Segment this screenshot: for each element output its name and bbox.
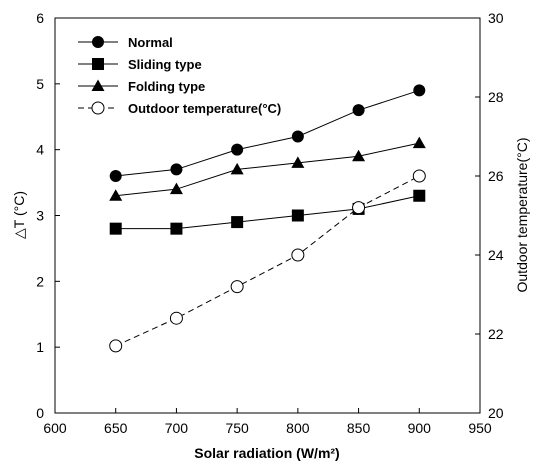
data-point-normal (109, 170, 122, 182)
data-point-normal (413, 84, 426, 97)
data-point-folding-type (291, 156, 305, 168)
ticks: 600 650 700 750 800 850 900 950 0 1 2 3 4 5 6 20 22 24 26 2… (36, 10, 504, 436)
data-point-folding-type (169, 182, 183, 195)
y-right-tick-label: 28 (488, 89, 504, 105)
y-left-tick-label: 6 (36, 10, 44, 26)
data-point-outdoor-temperature-c (291, 248, 305, 262)
data-point-sliding-type (413, 189, 426, 202)
x-tick-label: 650 (104, 420, 128, 436)
series-line-outdoor-temperature-c (115, 175, 420, 347)
data-point-outdoor-temperature-c (169, 311, 183, 325)
data-point-sliding-type (231, 216, 244, 229)
y-left-tick-label: 3 (36, 208, 44, 224)
x-tick-label: 700 (165, 420, 189, 436)
y-left-tick-label: 1 (36, 339, 44, 355)
data-point-sliding-type (109, 222, 122, 235)
x-tick-label: 750 (225, 420, 249, 436)
x-tick-label: 600 (43, 420, 67, 436)
x-tick-label: 900 (408, 420, 432, 436)
data-point-outdoor-temperature-c (109, 339, 123, 353)
legend-marker-sliding-type (92, 58, 104, 70)
legend-marker-normal (92, 36, 104, 48)
legend-label-normal: Normal (128, 35, 173, 50)
legend-label-sliding-type: Sliding type (128, 57, 202, 72)
y-right-tick-label: 24 (488, 247, 504, 263)
series-lines (115, 89, 420, 347)
data-point-normal (291, 130, 304, 143)
y-axis-right-title: Outdoor temperature(°C) (514, 138, 530, 293)
y-right-tick-label: 30 (488, 10, 504, 26)
data-point-outdoor-temperature-c (352, 201, 366, 215)
legend-label-outdoor-temperature-c: Outdoor temperature(°C) (128, 101, 281, 116)
series-line-folding-type (115, 142, 420, 197)
plot-frame (54, 17, 481, 414)
legend: Normal Sliding type Folding type Outdoor te… (78, 35, 281, 116)
series-line-sliding-type (115, 195, 420, 230)
y-left-tick-label: 2 (36, 273, 44, 289)
data-point-sliding-type (170, 222, 183, 235)
y-right-tick-label: 22 (488, 326, 504, 342)
x-tick-label: 800 (286, 420, 310, 436)
legend-marker-folding-type (91, 79, 105, 91)
x-axis-title: Solar radiation (W/m²) (194, 445, 339, 461)
markers (109, 84, 426, 353)
data-point-folding-type (109, 189, 123, 201)
series-line-normal (115, 89, 420, 177)
data-point-folding-type (412, 136, 426, 149)
y-right-tick-label: 26 (488, 168, 504, 184)
legend-label-folding-type: Folding type (128, 79, 205, 94)
data-point-outdoor-temperature-c (230, 280, 244, 294)
data-point-normal (352, 104, 365, 117)
data-point-sliding-type (291, 209, 304, 222)
x-tick-label: 950 (468, 420, 492, 436)
data-point-normal (231, 143, 244, 156)
y-left-tick-label: 5 (36, 76, 44, 92)
data-point-outdoor-temperature-c (412, 169, 426, 183)
data-point-folding-type (352, 149, 366, 162)
y-right-tick-label: 20 (488, 405, 504, 421)
x-tick-label: 850 (347, 420, 371, 436)
y-left-tick-label: 0 (36, 405, 44, 421)
y-left-tick-label: 4 (36, 142, 44, 158)
y-axis-left-title: △T (°C) (11, 191, 27, 239)
data-point-folding-type (230, 162, 244, 175)
data-point-normal (170, 163, 183, 176)
legend-marker-outdoor-temperature-c (91, 101, 105, 115)
